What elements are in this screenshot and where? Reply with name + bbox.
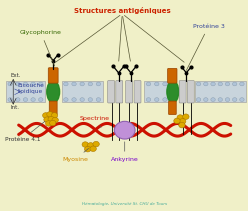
Circle shape: [204, 82, 208, 86]
Circle shape: [177, 115, 183, 120]
FancyBboxPatch shape: [48, 68, 58, 83]
Circle shape: [163, 82, 167, 86]
FancyBboxPatch shape: [187, 81, 194, 103]
Circle shape: [179, 122, 185, 128]
Circle shape: [52, 117, 58, 123]
Circle shape: [211, 98, 215, 101]
Circle shape: [80, 98, 84, 101]
FancyBboxPatch shape: [134, 81, 141, 103]
Circle shape: [225, 98, 230, 101]
Circle shape: [88, 98, 93, 101]
Bar: [6, 81, 45, 102]
Circle shape: [155, 98, 159, 101]
Text: Glycophorine: Glycophorine: [20, 30, 62, 66]
Circle shape: [180, 119, 186, 124]
Text: Protéine 3: Protéine 3: [186, 24, 224, 70]
Circle shape: [31, 98, 35, 101]
Circle shape: [218, 98, 222, 101]
FancyBboxPatch shape: [49, 101, 57, 115]
Circle shape: [211, 82, 215, 86]
Circle shape: [23, 82, 28, 86]
Circle shape: [38, 98, 43, 101]
Ellipse shape: [167, 81, 179, 103]
Circle shape: [38, 82, 43, 86]
Bar: [144, 81, 169, 102]
Circle shape: [114, 121, 135, 139]
Circle shape: [85, 146, 91, 152]
Circle shape: [163, 98, 167, 101]
Circle shape: [50, 120, 56, 126]
Circle shape: [72, 98, 76, 101]
FancyBboxPatch shape: [169, 101, 176, 115]
Text: Protéine 4.1: Protéine 4.1: [5, 121, 45, 142]
Bar: [195, 81, 246, 102]
Text: Structures antigéniques: Structures antigéniques: [74, 7, 171, 14]
Circle shape: [48, 116, 54, 122]
Circle shape: [232, 98, 237, 101]
Circle shape: [96, 98, 101, 101]
Circle shape: [225, 82, 230, 86]
Circle shape: [196, 98, 201, 101]
Text: Myosine: Myosine: [62, 148, 89, 162]
Circle shape: [88, 143, 94, 148]
Circle shape: [64, 98, 68, 101]
Circle shape: [8, 98, 12, 101]
FancyBboxPatch shape: [168, 68, 177, 83]
Text: Ext.: Ext.: [10, 73, 21, 78]
Text: Int.: Int.: [10, 105, 19, 110]
Circle shape: [72, 82, 76, 86]
Circle shape: [82, 142, 89, 147]
Circle shape: [16, 82, 20, 86]
Circle shape: [155, 82, 159, 86]
Circle shape: [218, 82, 222, 86]
Text: Ankyrine: Ankyrine: [111, 142, 139, 162]
Circle shape: [183, 114, 189, 119]
Circle shape: [44, 117, 50, 122]
Text: Bicouche
lipidique: Bicouche lipidique: [17, 83, 44, 94]
Circle shape: [46, 121, 52, 126]
Circle shape: [146, 98, 151, 101]
Circle shape: [51, 113, 58, 118]
Circle shape: [23, 98, 28, 101]
FancyBboxPatch shape: [179, 81, 186, 103]
Circle shape: [16, 98, 20, 101]
Bar: [62, 81, 102, 102]
Circle shape: [146, 82, 151, 86]
Circle shape: [8, 82, 12, 86]
Circle shape: [43, 113, 49, 118]
Circle shape: [90, 146, 96, 151]
Circle shape: [31, 82, 35, 86]
Circle shape: [96, 82, 101, 86]
Circle shape: [232, 82, 237, 86]
Circle shape: [80, 82, 84, 86]
FancyBboxPatch shape: [108, 81, 115, 103]
Circle shape: [47, 112, 53, 117]
FancyBboxPatch shape: [126, 81, 133, 103]
Circle shape: [196, 82, 201, 86]
Circle shape: [93, 141, 99, 147]
Ellipse shape: [47, 81, 60, 103]
Circle shape: [240, 82, 244, 86]
Circle shape: [204, 98, 208, 101]
FancyBboxPatch shape: [116, 81, 123, 103]
Circle shape: [174, 118, 180, 124]
Circle shape: [240, 98, 244, 101]
Text: Spectrine: Spectrine: [80, 116, 110, 127]
Text: Hématologie, Université St. CHU de Tours: Hématologie, Université St. CHU de Tours: [82, 202, 167, 206]
Circle shape: [64, 82, 68, 86]
Circle shape: [88, 82, 93, 86]
